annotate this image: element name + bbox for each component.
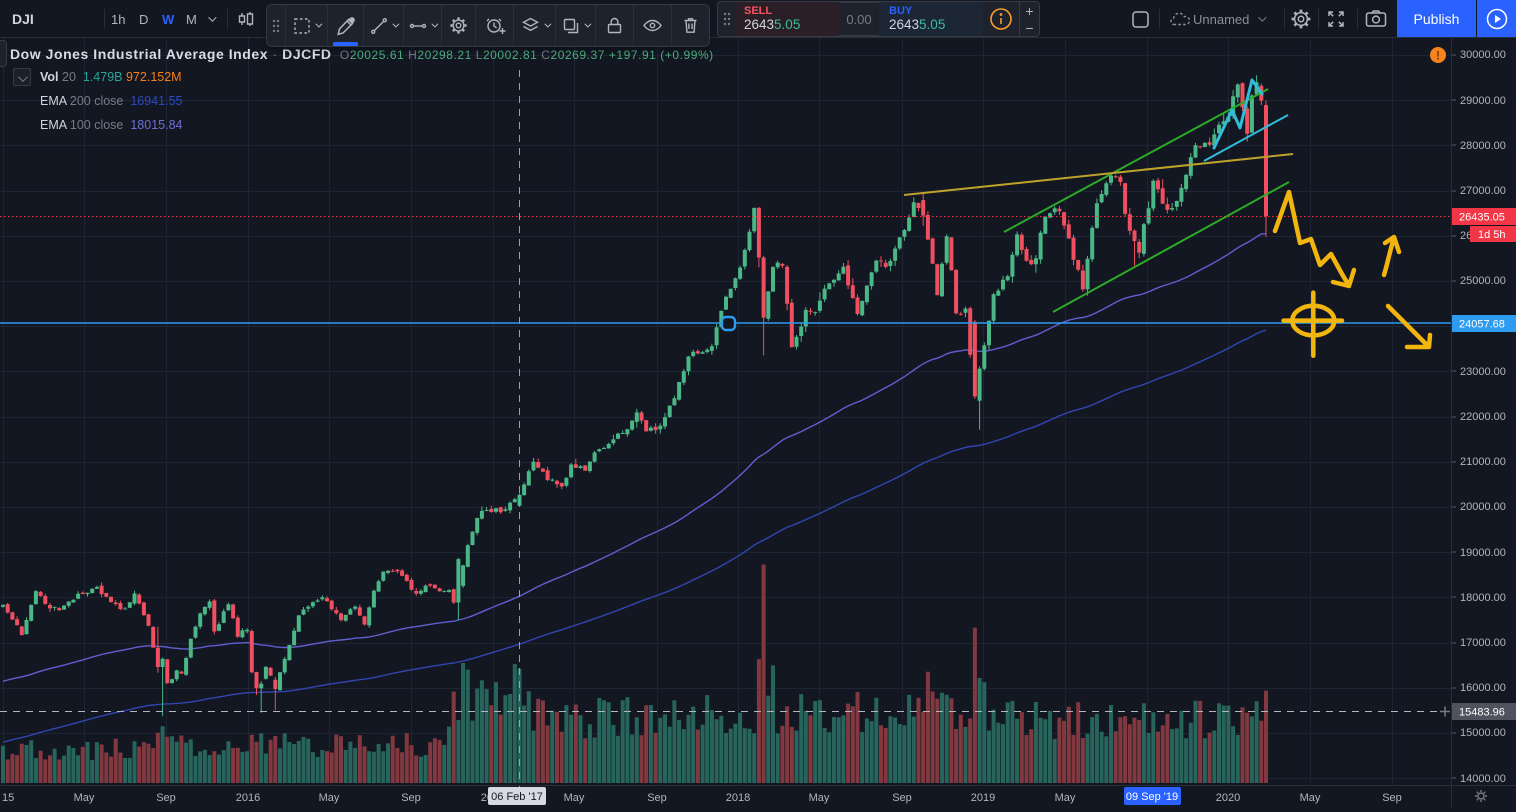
svg-text:23000.00: 23000.00 [1460,366,1506,378]
svg-text:22000.00: 22000.00 [1460,411,1506,423]
svg-text:May: May [809,792,830,804]
svg-text:2018: 2018 [726,792,750,804]
svg-text:20000.00: 20000.00 [1460,501,1506,513]
svg-text:29000.00: 29000.00 [1460,95,1506,107]
svg-text:16000.00: 16000.00 [1460,682,1506,694]
svg-text:2016: 2016 [236,792,260,804]
svg-text:18000.00: 18000.00 [1460,592,1506,604]
svg-text:26435.05: 26435.05 [1459,212,1505,224]
svg-text:Sep: Sep [401,792,421,804]
svg-text:15483.96: 15483.96 [1459,707,1505,719]
svg-text:27000.00: 27000.00 [1460,185,1506,197]
svg-text:Sep: Sep [156,792,176,804]
svg-text:May: May [564,792,585,804]
svg-text:2019: 2019 [971,792,995,804]
svg-text:Sep: Sep [892,792,912,804]
svg-text:May: May [1300,792,1321,804]
svg-text:Sep: Sep [1382,792,1402,804]
svg-text:May: May [1055,792,1076,804]
svg-text:09 Sep '19: 09 Sep '19 [1126,791,1178,803]
svg-text:15000.00: 15000.00 [1460,727,1506,739]
svg-text:15: 15 [2,792,14,804]
svg-text:1d 5h: 1d 5h [1478,229,1506,241]
svg-text:May: May [319,792,340,804]
svg-text:Sep: Sep [647,792,667,804]
svg-text:19000.00: 19000.00 [1460,547,1506,559]
svg-text:28000.00: 28000.00 [1460,140,1506,152]
svg-text:06 Feb '17: 06 Feb '17 [491,791,543,803]
svg-text:17000.00: 17000.00 [1460,637,1506,649]
svg-text:14000.00: 14000.00 [1460,773,1506,785]
svg-text:!: ! [1436,49,1440,63]
svg-text:30000.00: 30000.00 [1460,49,1506,61]
svg-text:25000.00: 25000.00 [1460,275,1506,287]
svg-text:May: May [74,792,95,804]
svg-text:21000.00: 21000.00 [1460,456,1506,468]
svg-text:2020: 2020 [1216,792,1240,804]
svg-text:24057.68: 24057.68 [1459,319,1505,331]
